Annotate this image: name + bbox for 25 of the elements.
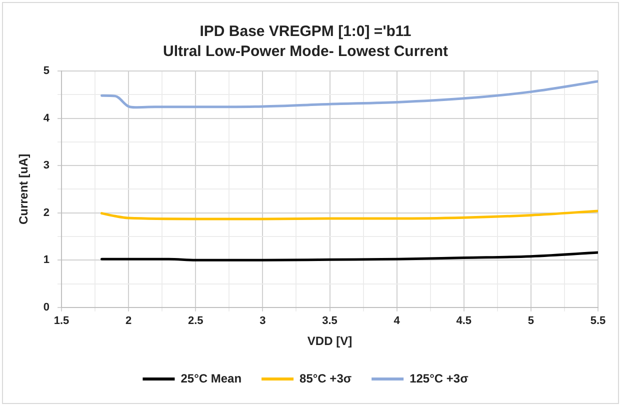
x-tick-label: 3 [260,315,266,328]
y-tick-label: 3 [43,160,50,172]
x-tick-label: 2 [126,315,132,328]
y-tick-label: 4 [43,112,50,124]
x-tick-label: 5 [528,315,534,328]
y-tick-label: 2 [43,206,50,219]
y-tick-label: 1 [43,254,50,266]
legend-label: 125°C +3σ [410,371,468,386]
x-tick-label: 4 [394,315,401,328]
x-tick-label: 1.5 [54,315,70,328]
y-tick-label: 0 [43,301,50,314]
legend-label: 25°C Mean [180,371,242,386]
chart-title: IPD Base VREGPM [1:0] ='b11 [200,23,412,40]
x-tick-label: 5.5 [590,315,606,328]
x-tick-label: 2.5 [188,315,204,328]
y-axis-title: Current [uA] [16,154,31,225]
line-series [100,80,598,109]
line-series [100,210,598,220]
x-tick-label: 4.5 [456,315,472,328]
y-tick-label: 5 [43,65,50,78]
chart-subtitle: Ultral Low-Power Mode- Lowest Current [162,43,448,60]
legend-label: 85°C +3σ [300,371,352,386]
line-series [100,251,598,262]
x-tick-label: 3.5 [322,315,338,328]
x-axis-title: VDD [V] [307,334,352,348]
